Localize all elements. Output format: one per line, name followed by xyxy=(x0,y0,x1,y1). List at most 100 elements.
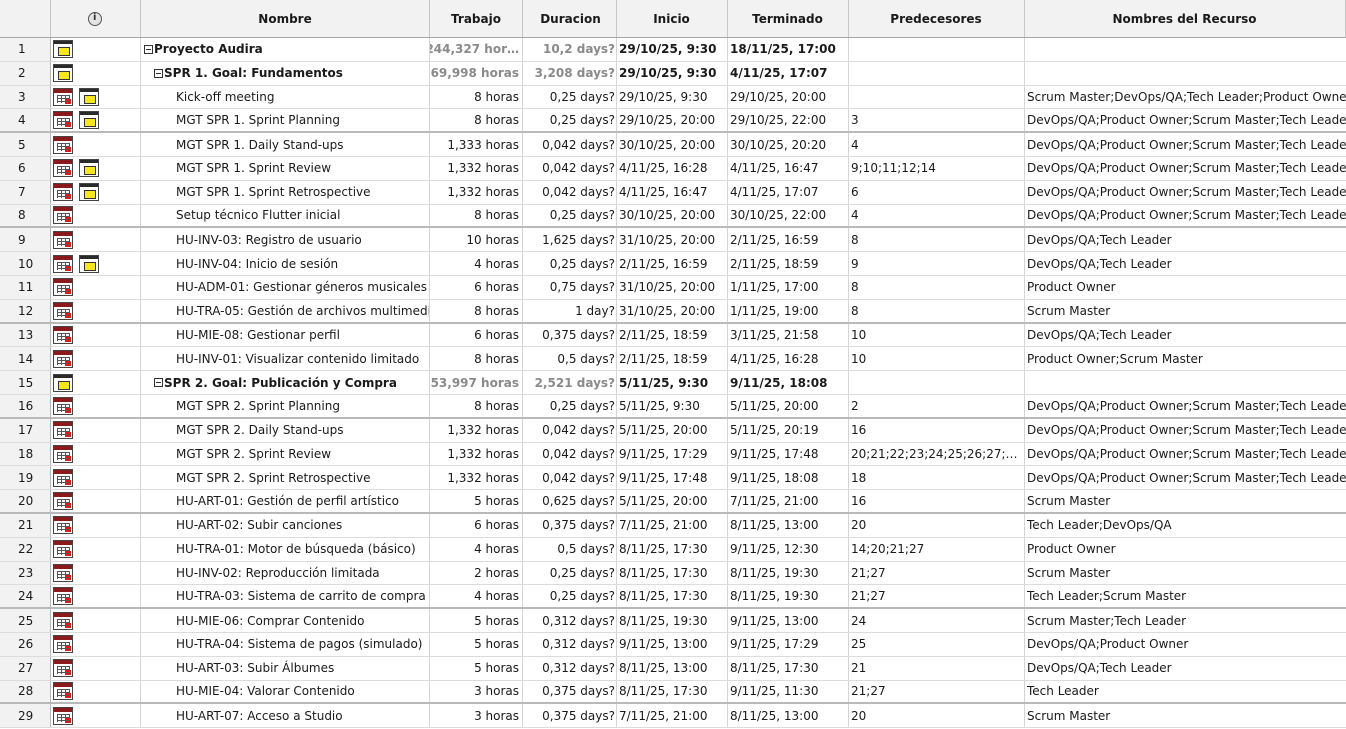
duration-cell[interactable]: 0,25 days? xyxy=(523,394,617,417)
calendar-icon[interactable] xyxy=(53,516,73,535)
table-row[interactable]: 26 HU-TRA-04: Sistema de pagos (simulado)… xyxy=(0,632,1346,657)
predecessors-cell[interactable]: 16 xyxy=(849,418,1025,442)
duration-cell[interactable]: 0,25 days? xyxy=(523,204,617,227)
end-cell[interactable]: 3/11/25, 21:58 xyxy=(728,323,849,347)
work-cell[interactable]: 6 horas xyxy=(430,275,523,299)
calendar-icon[interactable] xyxy=(53,254,73,273)
table-row[interactable]: 4 MGT SPR 1. Sprint Planning 8 horas 0,25 d… xyxy=(0,109,1346,134)
start-cell[interactable]: 31/10/25, 20:00 xyxy=(617,299,728,322)
end-cell[interactable]: 9/11/25, 18:08 xyxy=(728,466,849,490)
start-cell[interactable]: 4/11/25, 16:47 xyxy=(617,180,728,204)
resources-cell[interactable]: DevOps/QA;Product Owner;Scrum Master;Tec… xyxy=(1027,398,1346,413)
end-cell[interactable]: 30/10/25, 22:00 xyxy=(728,204,849,227)
table-row[interactable]: 10 HU-INV-04: Inicio de sesión 4 horas 0,25… xyxy=(0,252,1346,276)
start-cell[interactable]: 31/10/25, 20:00 xyxy=(617,275,728,299)
resources-cell[interactable]: DevOps/QA;Product Owner;Scrum Master;Tec… xyxy=(1027,470,1346,485)
resources-cell[interactable] xyxy=(1025,371,1346,394)
header-predecessors[interactable]: Predecesores xyxy=(849,0,1025,37)
table-row[interactable]: 21 HU-ART-02: Subir canciones 6 horas 0,375… xyxy=(0,513,1346,538)
duration-cell[interactable]: 1 day? xyxy=(523,299,617,322)
work-cell[interactable]: 8 horas xyxy=(430,109,523,132)
row-number[interactable]: 24 xyxy=(0,585,51,608)
task-name-cell[interactable]: MGT SPR 2. Sprint Planning xyxy=(141,394,430,417)
collapse-toggle-icon[interactable] xyxy=(154,378,163,388)
table-row[interactable]: 14 HU-INV-01: Visualizar contenido limita… xyxy=(0,347,1346,372)
row-number[interactable]: 3 xyxy=(0,85,51,109)
calendar-icon[interactable] xyxy=(53,325,73,344)
duration-cell[interactable]: 0,25 days? xyxy=(523,252,617,275)
table-row[interactable]: 13 HU-MIE-08: Gestionar perfil 6 horas 0,37… xyxy=(0,323,1346,348)
work-cell[interactable]: 1,332 horas xyxy=(430,180,523,204)
resources-cell[interactable] xyxy=(1025,38,1346,61)
collapse-toggle-icon[interactable] xyxy=(144,44,153,54)
predecessors-cell[interactable]: 21;27 xyxy=(849,561,1025,585)
header-row-number[interactable] xyxy=(0,0,51,37)
end-cell[interactable]: 9/11/25, 13:00 xyxy=(728,609,849,632)
end-cell[interactable]: 2/11/25, 18:59 xyxy=(728,252,849,275)
work-cell[interactable]: 3 horas xyxy=(430,704,523,728)
task-name-cell[interactable]: MGT SPR 1. Sprint Retrospective xyxy=(141,180,430,204)
note-icon[interactable] xyxy=(79,111,99,130)
start-cell[interactable]: 5/11/25, 20:00 xyxy=(617,490,728,512)
row-number[interactable]: 20 xyxy=(0,490,51,512)
calendar-icon[interactable] xyxy=(53,540,73,559)
start-cell[interactable]: 8/11/25, 13:00 xyxy=(617,656,728,680)
end-cell[interactable]: 9/11/25, 18:08 xyxy=(728,371,849,394)
duration-cell[interactable]: 0,312 days? xyxy=(523,609,617,632)
calendar-icon[interactable] xyxy=(53,492,73,511)
predecessors-cell[interactable]: 4 xyxy=(849,204,1025,227)
resources-cell[interactable]: DevOps/QA;Product Owner;Scrum Master;Tec… xyxy=(1027,137,1346,152)
start-cell[interactable]: 2/11/25, 18:59 xyxy=(617,347,728,371)
end-cell[interactable]: 29/10/25, 22:00 xyxy=(728,109,849,132)
predecessors-cell[interactable]: 16 xyxy=(849,490,1025,512)
calendar-icon[interactable] xyxy=(53,159,73,178)
task-name-cell[interactable]: MGT SPR 2. Sprint Review xyxy=(141,442,430,466)
end-cell[interactable]: 8/11/25, 13:00 xyxy=(728,704,849,728)
work-cell[interactable]: 4 horas xyxy=(430,252,523,275)
task-name-cell[interactable]: HU-INV-04: Inicio de sesión xyxy=(141,252,430,275)
work-cell[interactable]: 5 horas xyxy=(430,490,523,512)
note-icon[interactable] xyxy=(53,373,73,392)
resources-cell[interactable]: Product Owner xyxy=(1027,542,1116,557)
header-work[interactable]: Trabajo xyxy=(430,0,523,37)
header-start[interactable]: Inicio xyxy=(617,0,728,37)
work-cell[interactable]: 8 horas xyxy=(430,85,523,109)
duration-cell[interactable]: 0,75 days? xyxy=(523,275,617,299)
task-name-cell[interactable]: HU-TRA-01: Motor de búsqueda (básico) xyxy=(141,537,430,561)
end-cell[interactable]: 8/11/25, 19:30 xyxy=(728,561,849,585)
predecessors-cell[interactable]: 21;27 xyxy=(849,680,1025,703)
task-name-cell[interactable]: HU-ADM-01: Gestionar géneros musicales xyxy=(141,275,430,299)
table-row[interactable]: 19 MGT SPR 2. Sprint Retrospective 1,332 h… xyxy=(0,466,1346,491)
duration-cell[interactable]: 0,25 days? xyxy=(523,109,617,132)
duration-cell[interactable]: 0,042 days? xyxy=(523,180,617,204)
calendar-icon[interactable] xyxy=(53,278,73,297)
work-cell[interactable]: 1,332 horas xyxy=(430,466,523,490)
end-cell[interactable]: 30/10/25, 20:20 xyxy=(728,133,849,156)
predecessors-cell[interactable]: 3 xyxy=(849,109,1025,132)
header-resources[interactable]: Nombres del Recurso xyxy=(1025,0,1346,37)
end-cell[interactable]: 9/11/25, 12:30 xyxy=(728,537,849,561)
resources-cell[interactable]: DevOps/QA;Product Owner;Scrum Master;Tec… xyxy=(1027,185,1346,200)
task-name-cell[interactable]: HU-MIE-08: Gestionar perfil xyxy=(141,323,430,347)
table-row[interactable]: 1 Proyecto Audira 244,327 hor… 10,2 days? 29… xyxy=(0,38,1346,62)
duration-cell[interactable]: 0,042 days? xyxy=(523,418,617,442)
work-cell[interactable]: 244,327 hor… xyxy=(430,38,523,61)
resources-cell[interactable]: Tech Leader;DevOps/QA xyxy=(1027,518,1172,533)
start-cell[interactable]: 29/10/25, 9:30 xyxy=(617,85,728,109)
task-name-cell[interactable]: HU-TRA-03: Sistema de carrito de compra xyxy=(141,585,430,608)
predecessors-cell[interactable] xyxy=(849,85,1025,109)
table-row[interactable]: 27 HU-ART-03: Subir Álbumes 5 horas 0,312 d… xyxy=(0,656,1346,681)
start-cell[interactable]: 29/10/25, 20:00 xyxy=(617,109,728,132)
duration-cell[interactable]: 0,5 days? xyxy=(523,347,617,371)
task-name-cell[interactable]: SPR 1. Goal: Fundamentos xyxy=(141,61,430,85)
note-icon[interactable] xyxy=(79,159,99,178)
resources-cell[interactable]: DevOps/QA;Tech Leader xyxy=(1027,661,1172,676)
end-cell[interactable]: 7/11/25, 21:00 xyxy=(728,490,849,512)
duration-cell[interactable]: 0,375 days? xyxy=(523,323,617,347)
header-duration[interactable]: Duracion xyxy=(523,0,617,37)
row-number[interactable]: 15 xyxy=(0,371,51,394)
table-row[interactable]: 17 MGT SPR 2. Daily Stand-ups 1,332 horas 0… xyxy=(0,418,1346,443)
task-name-cell[interactable]: MGT SPR 1. Sprint Planning xyxy=(141,109,430,132)
table-row[interactable]: 12 HU-TRA-05: Gestión de archivos multime… xyxy=(0,299,1346,324)
predecessors-cell[interactable]: 8 xyxy=(849,275,1025,299)
